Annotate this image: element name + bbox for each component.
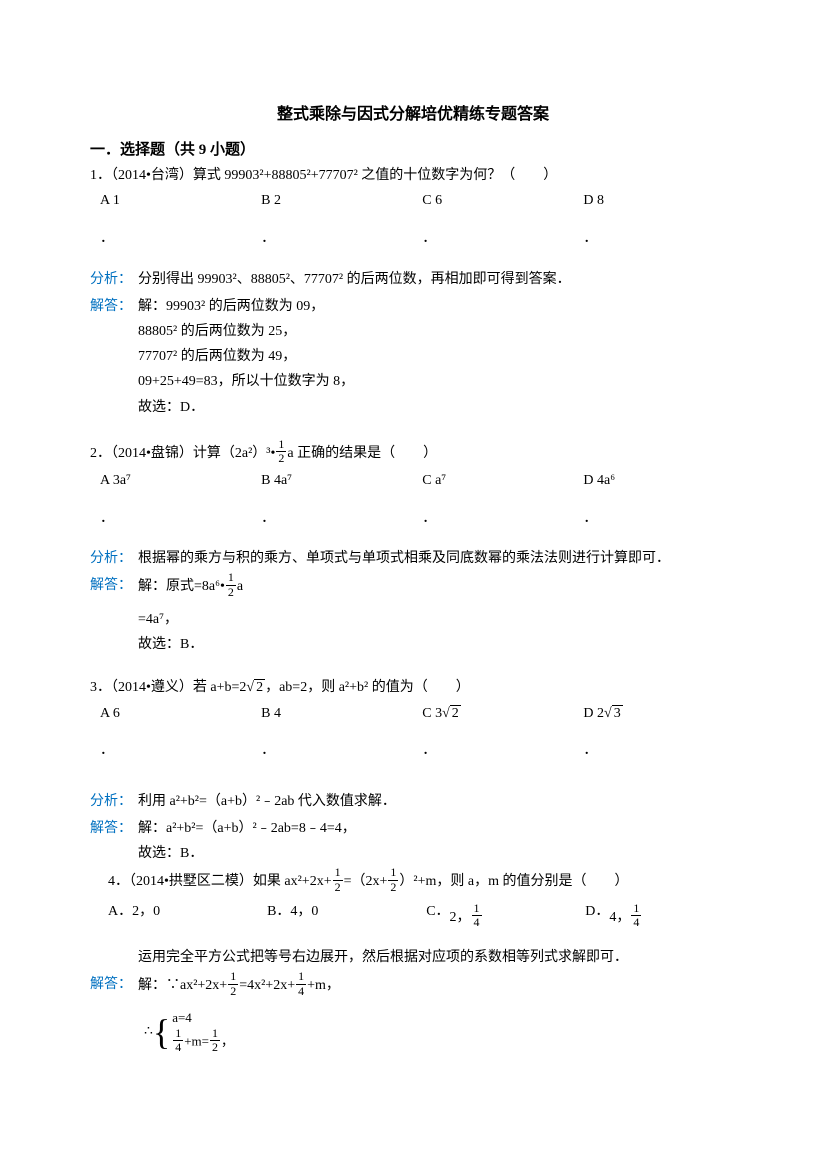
analysis-label: 分析： [90,546,138,571]
q1-opt-b: B 2． [261,191,414,248]
q4-brace: ∴ { a=4 14+m=12， [144,1008,736,1056]
q1-opt-a: A 1． [100,191,253,248]
q3-analysis-text: 利用 a²+b²=（a+b）²﹣2ab 代入数值求解． [138,789,736,814]
q3-answer: 解答： 解：a²+b²=（a+b）²﹣2ab=8﹣4=4， 故选：B． [90,816,736,866]
q2-analysis-text: 根据幂的乘方与积的乘方、单项式与单项式相乘及同底数幂的乘法法则进行计算即可． [138,546,736,571]
q2-opt-a: A 3a⁷． [100,471,253,528]
q4-analysis: 运用完全平方公式把等号右边展开，然后根据对应项的系数相等列式求解即可． [90,945,736,970]
q1-answer: 解答： 解：99903² 的后两位数为 09， 88805² 的后两位数为 25… [90,294,736,420]
q4-opt-c: C．2，14 [426,900,577,931]
q2-options: A 3a⁷． B 4a⁷． C a⁷． D 4a⁶． [100,471,736,528]
q2-answer-text: 解：原式=8a⁶•12a =4a⁷， 故选：B． [138,573,736,657]
q2-text: 2．（2014•盘锦）计算（2a²）³•12a 正确的结果是（ ） [90,440,736,467]
q3-opt-a: A 6． [100,704,253,761]
q1-text: 1．（2014•台湾）算式 99903²+88805²+77707² 之值的十位… [90,165,736,187]
q3-opt-c: C 32． [422,704,575,761]
q4-options: A．2，0 B．4，0 C．2，14 D．4，14 [108,900,736,931]
q2-opt-d: D 4a⁶． [583,471,736,528]
q2-analysis: 分析： 根据幂的乘方与积的乘方、单项式与单项式相乘及同底数幂的乘法法则进行计算即… [90,546,736,571]
q1-answer-text: 解：99903² 的后两位数为 09， 88805² 的后两位数为 25， 77… [138,294,736,420]
q4-answer-text: 解：∵ax²+2x+12=4x²+2x+14+m， ∴ { a=4 14+m=1… [138,972,736,1056]
q2-opt-c: C a⁷． [422,471,575,528]
q4-analysis-text: 运用完全平方公式把等号右边展开，然后根据对应项的系数相等列式求解即可． [138,945,736,970]
q2-opt-b: B 4a⁷． [261,471,414,528]
q3-opt-d: D 23． [583,704,736,761]
q4-opt-d: D．4，14 [585,900,736,931]
q3-text: 3．（2014•遵义）若 a+b=22，ab=2，则 a²+b² 的值为（ ） [90,677,736,699]
q3-answer-text: 解：a²+b²=（a+b）²﹣2ab=8﹣4=4， 故选：B． [138,816,736,866]
q2-answer: 解答： 解：原式=8a⁶•12a =4a⁷， 故选：B． [90,573,736,657]
q1-analysis-text: 分别得出 99903²、88805²、77707² 的后两位数，再相加即可得到答… [138,267,736,292]
section-header: 一．选择题（共 9 小题） [90,138,736,159]
q1-analysis: 分析： 分别得出 99903²、88805²、77707² 的后两位数，再相加即… [90,267,736,292]
answer-label: 解答： [90,294,138,420]
analysis-label: 分析： [90,267,138,292]
q3-options: A 6． B 4． C 32． D 23． [100,704,736,761]
answer-label: 解答： [90,573,138,657]
q3-analysis: 分析： 利用 a²+b²=（a+b）²﹣2ab 代入数值求解． [90,789,736,814]
answer-label: 解答： [90,816,138,866]
q1-opt-d: D 8． [583,191,736,248]
page-title: 整式乘除与因式分解培优精练专题答案 [90,100,736,124]
q4-text: 4．（2014•拱墅区二模）如果 ax²+2x+12=（2x+12）²+m，则 … [108,868,736,895]
q4-opt-b: B．4，0 [267,900,418,931]
analysis-label [90,945,138,970]
q1-opt-c: C 6． [422,191,575,248]
q4-answer: 解答： 解：∵ax²+2x+12=4x²+2x+14+m， ∴ { a=4 14… [90,972,736,1056]
q4-opt-a: A．2，0 [108,900,259,931]
q1-options: A 1． B 2． C 6． D 8． [100,191,736,248]
answer-label: 解答： [90,972,138,1056]
analysis-label: 分析： [90,789,138,814]
q3-opt-b: B 4． [261,704,414,761]
